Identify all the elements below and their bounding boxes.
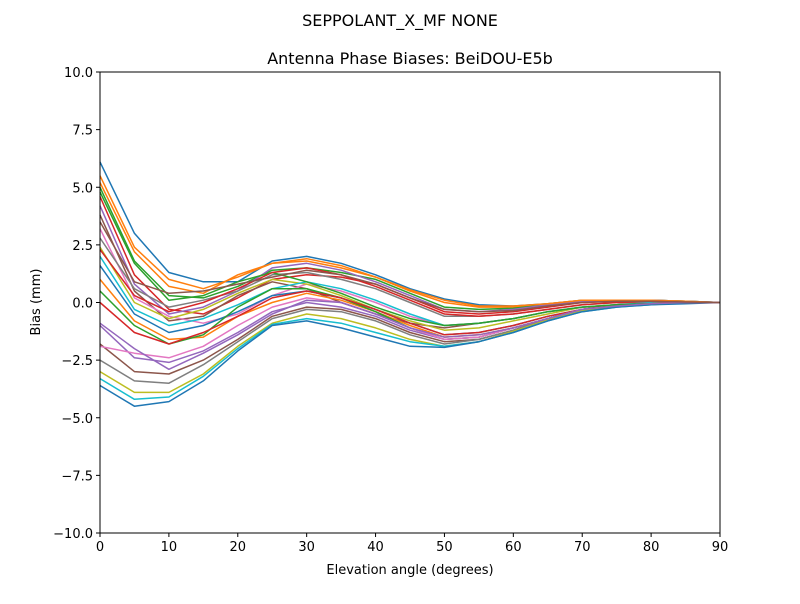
series-line — [99, 175, 721, 308]
x-tick-label: 50 — [436, 540, 453, 555]
series-line — [99, 228, 720, 327]
series-line — [99, 214, 720, 329]
series-lines — [99, 161, 721, 407]
y-axis: 10.0 7.5 5.0 2.5 0.0 −2.5 −5.0 −7.5 −10.0 — [53, 66, 100, 542]
y-tick-label: −5.0 — [61, 412, 93, 427]
series-line — [99, 249, 720, 318]
chart-title: Antenna Phase Biases: BeiDOU-E5b — [267, 49, 553, 68]
x-tick-label: 70 — [574, 540, 591, 555]
series-line — [99, 191, 720, 327]
figure-suptitle: SEPPOLANT_X_MF NONE — [302, 11, 498, 31]
y-tick-label: −10.0 — [53, 527, 93, 542]
x-tick-label: 30 — [298, 540, 315, 555]
series-line — [99, 182, 721, 307]
series-line — [99, 299, 720, 371]
x-tick-label: 90 — [712, 540, 729, 555]
x-tick-label: 10 — [161, 540, 178, 555]
y-axis-label: Bias (mm) — [29, 269, 44, 336]
y-tick-label: 0.0 — [72, 297, 93, 312]
x-tick-label: 0 — [96, 540, 104, 555]
x-axis-label: Elevation angle (degrees) — [326, 563, 493, 578]
y-tick-label: −7.5 — [61, 469, 93, 484]
y-tick-label: 5.0 — [72, 181, 93, 196]
y-tick-label: 7.5 — [72, 124, 93, 139]
x-tick-label: 20 — [230, 540, 247, 555]
series-line — [99, 221, 721, 313]
y-tick-label: 10.0 — [64, 66, 93, 81]
x-tick-label: 40 — [367, 540, 384, 555]
series-line — [99, 161, 721, 307]
series-line — [99, 301, 721, 407]
x-tick-label: 80 — [643, 540, 660, 555]
y-tick-label: −2.5 — [61, 354, 93, 369]
y-tick-label: 2.5 — [72, 239, 93, 254]
x-axis: 0 10 20 30 40 50 60 70 80 90 — [96, 533, 728, 555]
x-tick-label: 60 — [505, 540, 522, 555]
